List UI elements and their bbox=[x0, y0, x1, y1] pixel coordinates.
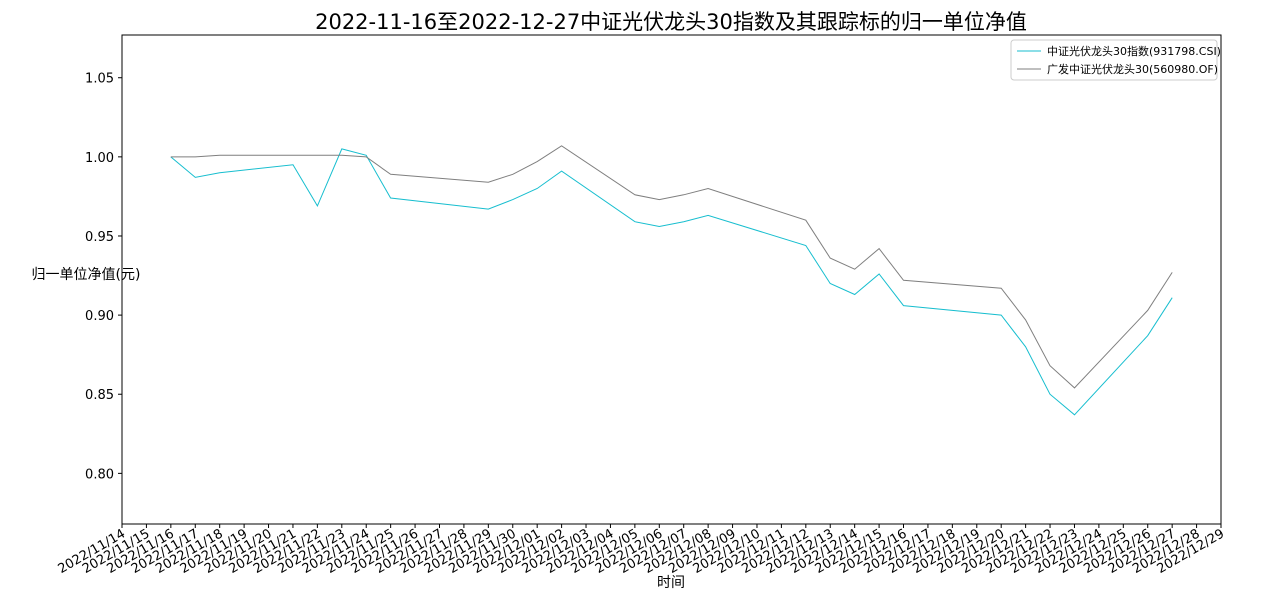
y-tick-label: 0.80 bbox=[85, 467, 114, 482]
chart-title: 2022-11-16至2022-12-27中证光伏龙头30指数及其跟踪标的归一单… bbox=[315, 10, 1027, 34]
legend-label: 中证光伏龙头30指数(931798.CSI) bbox=[1047, 44, 1221, 58]
y-tick-label: 1.00 bbox=[85, 151, 114, 166]
legend-label: 广发中证光伏龙头30(560980.OF) bbox=[1047, 62, 1218, 76]
plot-frame bbox=[121, 34, 1222, 525]
y-tick-label: 1.05 bbox=[85, 72, 114, 87]
series-line bbox=[170, 145, 1173, 389]
y-axis-label: 归一单位净值(元) bbox=[32, 266, 141, 283]
y-tick-label: 0.90 bbox=[85, 309, 114, 324]
y-tick-label: 0.95 bbox=[85, 230, 114, 245]
y-tick-label: 0.85 bbox=[85, 388, 114, 403]
series-line bbox=[170, 148, 1173, 416]
x-axis-label: 时间 bbox=[657, 575, 685, 591]
legend-box bbox=[1010, 39, 1218, 81]
